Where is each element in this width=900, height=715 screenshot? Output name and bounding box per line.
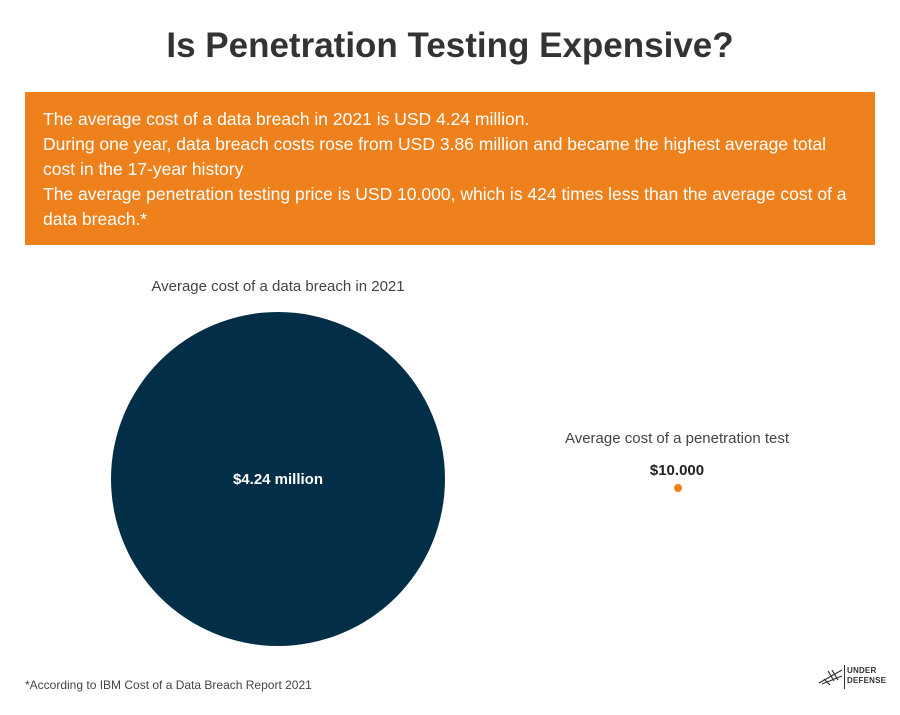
logo-divider: [844, 665, 845, 689]
breach-cost-value: $4.24 million: [232, 471, 324, 488]
underdefense-logo: UNDER DEFENSE: [818, 665, 886, 689]
summary-line-2: During one year, data breach costs rose …: [43, 134, 827, 179]
summary-line-1: The average cost of a data breach in 202…: [43, 109, 530, 129]
pentest-cost-dot: [674, 484, 682, 492]
pentest-cost-value: $10.000: [649, 462, 705, 479]
breach-cost-circle: [111, 312, 445, 646]
logo-line-1: UNDER: [847, 666, 877, 675]
breach-cost-caption: Average cost of a data breach in 2021: [151, 278, 405, 295]
summary-line-3: The average penetration testing price is…: [43, 184, 847, 229]
page-title: Is Penetration Testing Expensive?: [166, 26, 734, 65]
underdefense-logo-icon: [818, 669, 843, 686]
logo-line-2: DEFENSE: [847, 676, 887, 685]
pentest-cost-caption: Average cost of a penetration test: [564, 430, 790, 447]
logo-text: UNDER DEFENSE: [847, 666, 886, 686]
source-footnote: *According to IBM Cost of a Data Breach …: [25, 678, 312, 692]
summary-banner: The average cost of a data breach in 202…: [25, 92, 875, 245]
